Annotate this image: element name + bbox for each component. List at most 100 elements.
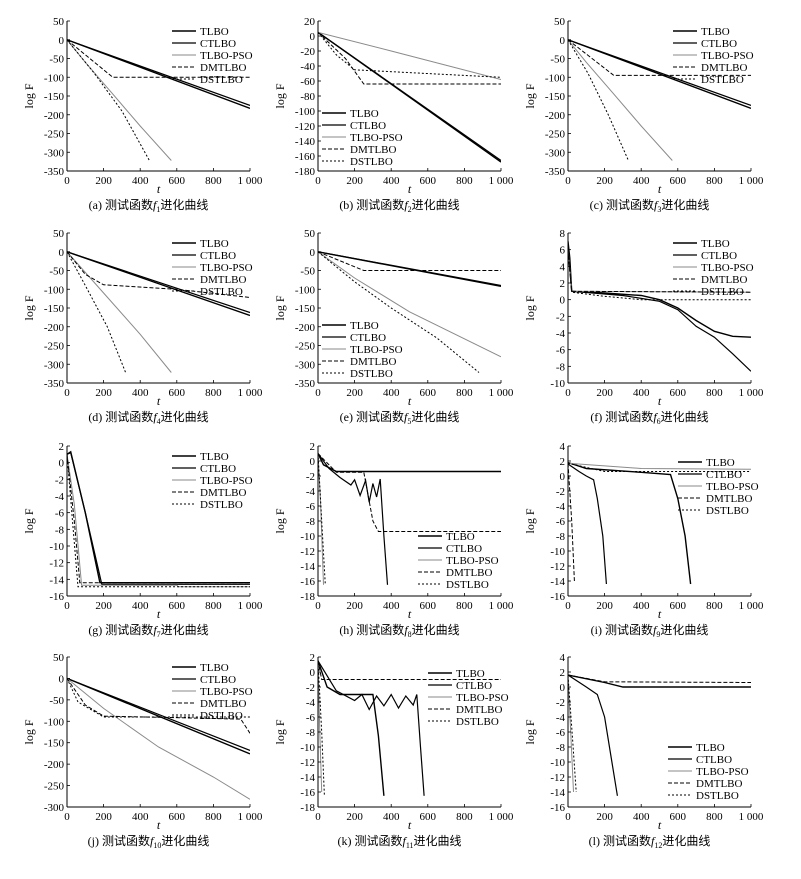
panel-caption: (e) 测试函数f5进化曲线 — [340, 409, 460, 426]
caption-prefix: (c) 测试函数 — [590, 197, 654, 212]
caption-function: f — [153, 198, 158, 212]
x-tick-label: 400 — [383, 175, 400, 187]
x-tick-label: 800 — [456, 811, 473, 823]
y-tick-label: -150 — [545, 91, 566, 103]
y-tick-label: 8 — [560, 228, 566, 240]
panel-caption: (l) 测试函数f12进化曲线 — [589, 833, 711, 850]
y-tick-label: 2 — [59, 441, 65, 453]
series-line-ctlbo — [568, 39, 751, 106]
y-tick-label: -8 — [556, 531, 566, 543]
caption-function: f — [653, 410, 658, 424]
y-tick-label: -100 — [44, 72, 65, 84]
legend-label: TLBO-PSO — [701, 262, 754, 274]
y-tick-label: 6 — [560, 245, 566, 257]
x-tick-label: 600 — [670, 600, 687, 612]
series-line-dmtlbo — [67, 251, 250, 298]
series-line-dstlbo — [67, 251, 127, 373]
series-line-ctlbo — [318, 660, 425, 796]
series-line-ctlbo — [67, 251, 250, 314]
legend-label: TLBO-PSO — [696, 766, 749, 778]
panel-caption: (h) 测试函数f8进化曲线 — [339, 622, 459, 639]
series-line-dmtlbo — [67, 678, 250, 734]
legend-label: DSTLBO — [350, 368, 393, 380]
panel-caption: (g) 测试函数f7进化曲线 — [88, 622, 208, 639]
series-line-dstlbo — [67, 454, 250, 588]
legend-label: TLBO — [446, 531, 475, 543]
y-tick-label: -150 — [44, 303, 65, 315]
x-tick-label: 600 — [420, 600, 437, 612]
x-axis-label: t — [408, 394, 412, 408]
x-tick-label: 200 — [346, 175, 363, 187]
caption-function: f — [653, 623, 658, 637]
x-tick-label: 800 — [205, 387, 222, 399]
legend-label: TLBO — [706, 457, 735, 469]
x-axis-label: t — [157, 818, 161, 832]
series-line-dstlbo — [67, 678, 250, 718]
y-axis-label: log F — [22, 83, 36, 108]
series-line-tlbo — [568, 674, 751, 688]
y-axis-label: log F — [523, 83, 537, 108]
caption-prefix: (e) 测试函数 — [340, 409, 404, 424]
x-tick-label: 200 — [95, 175, 112, 187]
y-tick-label: 4 — [560, 652, 566, 664]
caption-prefix: (b) 测试函数 — [339, 197, 404, 212]
y-tick-label: -2 — [556, 311, 565, 323]
legend-label: DMTLBO — [200, 487, 247, 499]
caption-prefix: (d) 测试函数 — [88, 409, 153, 424]
series-line-tlbo-pso — [318, 31, 501, 80]
x-axis-label: t — [157, 394, 161, 408]
y-tick-label: -200 — [44, 322, 65, 334]
y-tick-label: -14 — [300, 561, 315, 573]
legend-label: TLBO — [200, 451, 229, 463]
x-axis-label: t — [157, 607, 161, 621]
caption-subscript: 4 — [157, 417, 161, 426]
legend-label: TLBO-PSO — [200, 262, 253, 274]
series-line-ctlbo — [318, 251, 501, 287]
y-tick-label: -80 — [300, 91, 315, 103]
caption-suffix: 进化曲线 — [661, 410, 709, 424]
x-tick-label: 800 — [205, 600, 222, 612]
y-tick-label: -250 — [44, 129, 65, 141]
y-tick-label: 0 — [560, 295, 566, 307]
y-tick-label: -6 — [55, 508, 65, 520]
x-tick-label: 600 — [169, 811, 186, 823]
y-tick-label: 50 — [53, 16, 65, 28]
y-tick-label: -250 — [44, 341, 65, 353]
y-tick-label: 2 — [560, 278, 566, 290]
x-axis-label: t — [658, 182, 662, 196]
caption-prefix: (g) 测试函数 — [88, 622, 153, 637]
y-tick-label: -300 — [44, 147, 65, 159]
y-tick-label: -10 — [550, 378, 565, 390]
series-line-dmtlbo — [318, 660, 501, 680]
y-tick-label: -6 — [556, 516, 566, 528]
legend-label: TLBO-PSO — [350, 132, 403, 144]
legend-label: CTLBO — [200, 38, 236, 50]
y-tick-label: -160 — [295, 151, 316, 163]
y-tick-label: -100 — [545, 72, 566, 84]
chart-panel-9: 420-2-4-6-8-10-12-14-160 200 400 600 800 1 00… — [523, 441, 764, 639]
series-line-dmtlbo — [67, 39, 250, 78]
y-tick-label: 0 — [310, 456, 316, 468]
x-axis-label: t — [658, 818, 662, 832]
y-tick-label: -6 — [556, 727, 566, 739]
y-tick-label: -60 — [300, 76, 315, 88]
legend-label: TLBO-PSO — [706, 481, 759, 493]
y-tick-label: -10 — [49, 541, 64, 553]
y-tick-label: -12 — [300, 757, 315, 769]
y-tick-label: -6 — [306, 501, 316, 513]
series-line-dstlbo — [67, 39, 150, 161]
series-group — [67, 251, 250, 373]
series-line-ctlbo — [318, 453, 389, 585]
y-tick-label: -20 — [300, 46, 315, 58]
y-tick-label: 0 — [560, 682, 566, 694]
legend-label: CTLBO — [200, 250, 236, 262]
caption-suffix: 进化曲线 — [412, 623, 460, 637]
x-tick-label: 600 — [420, 175, 437, 187]
y-tick-label: -200 — [44, 110, 65, 122]
